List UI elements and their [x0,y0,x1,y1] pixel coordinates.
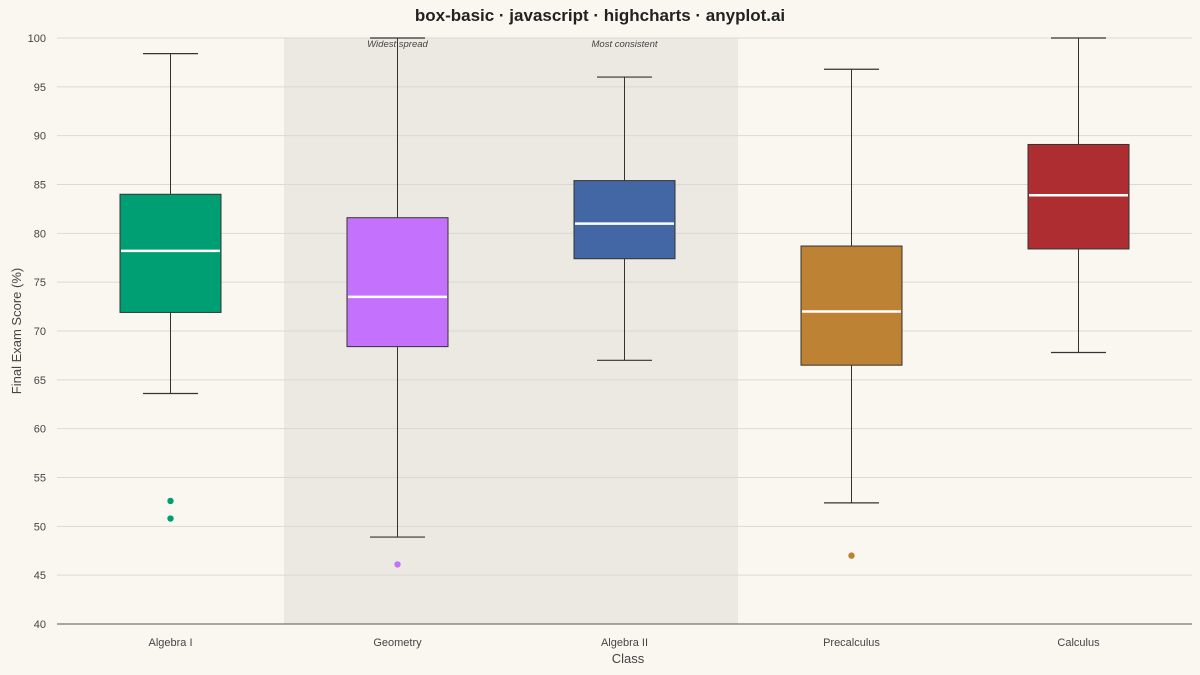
y-tick-label: 65 [34,375,46,387]
y-tick-label: 75 [34,277,46,289]
annotations-layer: Widest spread Most consistent [367,39,658,50]
box-series-0 [119,53,222,522]
iqr-box [119,193,222,313]
x-tick-label: Calculus [1057,637,1100,649]
outlier-point [167,497,174,505]
iqr-box [346,217,449,348]
iqr-box [800,245,903,366]
y-tick-label: 100 [28,33,46,45]
x-tick-label: Algebra II [601,637,648,649]
y-tick-label: 55 [34,473,46,485]
box-series-3 [800,68,903,559]
y-tick-label: 90 [34,131,46,143]
y-tick-label: 95 [34,82,46,94]
x-axis-ticks: Algebra I Geometry Algebra II Precalculus Ca… [148,637,1100,649]
y-tick-label: 85 [34,180,46,192]
y-tick-label: 80 [34,228,46,240]
x-tick-label: Precalculus [823,637,880,649]
annotation-label: Widest spread [367,39,428,50]
y-tick-label: 70 [34,326,46,338]
x-axis-label: Class [612,651,645,666]
x-tick-label: Algebra I [148,637,192,649]
chart-title: box-basic · javascript · highcharts · an… [415,6,785,25]
outlier-point [167,515,174,522]
y-tick-label: 50 [34,521,46,533]
x-tick-label: Geometry [373,637,422,649]
box-series-1 [346,37,449,568]
y-axis-ticks: 40 45 50 55 60 65 70 75 80 85 90 95 100 [28,33,46,631]
box-series-4 [1027,37,1130,354]
iqr-box [1027,143,1130,250]
y-tick-label: 40 [34,619,46,631]
box-series-2 [573,76,676,361]
annotation-label: Most consistent [592,39,658,50]
y-axis-label: Final Exam Score (%) [9,268,24,394]
y-tick-label: 60 [34,424,46,436]
outlier-point [394,561,401,568]
outlier-point [848,552,855,559]
iqr-box [573,180,676,260]
boxes-layer [119,37,1130,568]
y-tick-label: 45 [34,570,46,582]
